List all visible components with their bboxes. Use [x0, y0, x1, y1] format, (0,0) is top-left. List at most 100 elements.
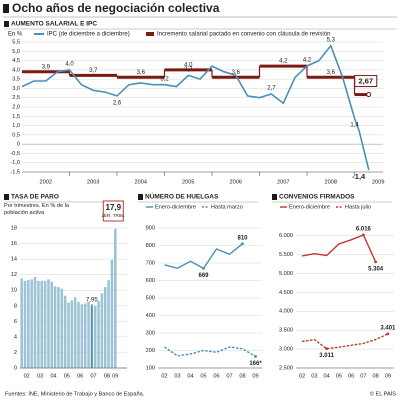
- x-tick-label: 04: [187, 373, 193, 379]
- bar: [93, 305, 97, 368]
- end-marker: [366, 92, 372, 98]
- credit: © EL PAÍS: [370, 390, 396, 397]
- bar: [97, 301, 100, 368]
- value-label: 810: [237, 235, 248, 241]
- value-label: 669: [198, 273, 209, 279]
- y-tick-label: 800: [146, 243, 155, 249]
- y-tick-label: 2: [14, 350, 17, 356]
- x-tick-label: 2007: [277, 179, 289, 185]
- y-tick-label: 2,5: [12, 95, 20, 101]
- value-label: 3,7: [184, 67, 193, 73]
- ipc-line: [21, 44, 370, 171]
- y-tick-label: 4.500: [279, 290, 293, 296]
- value-label: 6.016: [356, 227, 372, 233]
- x-tick-label: 07: [226, 373, 232, 379]
- x-tick-label: 05: [64, 373, 70, 379]
- bar: [33, 277, 37, 368]
- y-tick-label: 1,5: [12, 114, 20, 120]
- value-label: -1,4: [352, 172, 366, 181]
- y-tick-label: 0: [17, 142, 20, 148]
- y-tick-label: 16: [11, 241, 17, 247]
- x-tick-label: 04: [324, 373, 330, 379]
- x-tick-label: 2004: [135, 179, 147, 185]
- value-label: 3,2: [160, 76, 169, 82]
- y-tick-label: -1,0: [10, 160, 20, 166]
- x-tick-label: 2005: [182, 179, 194, 185]
- y-tick-label: 8: [14, 303, 17, 309]
- value-label: 3.011: [319, 353, 334, 359]
- y-tick-label: 3.500: [279, 328, 293, 334]
- x-tick-label: 08: [104, 373, 110, 379]
- bar: [53, 286, 57, 368]
- y-tick-label: 5.000: [279, 271, 293, 277]
- series-line: [301, 333, 389, 350]
- legend-label: IPC (de diciembre a diciembre): [47, 32, 130, 38]
- value-label: 4,0: [65, 61, 74, 67]
- x-tick-label: 09: [385, 373, 391, 379]
- value-label: 2,6: [113, 100, 122, 106]
- y-tick-label: 2,0: [12, 104, 20, 110]
- x-tick-label: 2006: [230, 179, 242, 185]
- x-tick-label: 03: [311, 373, 317, 379]
- y-tick-label: 0,5: [12, 132, 20, 138]
- bar: [77, 301, 80, 368]
- bar: [80, 304, 84, 368]
- value-label: 3,6: [232, 70, 241, 76]
- value-label: 2,67: [358, 77, 373, 86]
- value-label: 3,7: [89, 68, 98, 74]
- value-label: 5,3: [327, 37, 336, 43]
- y-tick-label: 4: [14, 334, 17, 340]
- title-icon: [3, 4, 9, 13]
- value-label: 5.304: [368, 266, 384, 272]
- legend-label: Incremento salarial pactado en convenio …: [157, 32, 330, 38]
- y-tick-label: 3,5: [12, 77, 20, 83]
- x-tick-label: 07: [90, 373, 96, 379]
- x-tick-label: 06: [348, 373, 354, 379]
- bar: [83, 303, 87, 368]
- y-tick-label: 5,0: [12, 49, 20, 55]
- legend-label: Enero-diciembre: [289, 204, 330, 210]
- bar: [60, 288, 64, 368]
- value-label: 3,6: [137, 70, 146, 76]
- bar: [50, 281, 54, 368]
- point-marker: [241, 242, 244, 246]
- value-label: 3,9: [42, 64, 51, 70]
- bar: [73, 297, 77, 368]
- panel-title: CONVENIOS FIRMADOS: [279, 194, 355, 201]
- label-box: [102, 200, 124, 222]
- x-tick-label: 2009: [372, 179, 384, 185]
- y-tick-label: 3.000: [279, 347, 293, 353]
- y-tick-label: 6.000: [279, 233, 293, 239]
- bar: [20, 278, 23, 368]
- bar: [110, 259, 114, 368]
- point-marker: [386, 332, 390, 336]
- subtitle-box: Por trimestres. En % de la población act…: [4, 203, 69, 216]
- x-tick-label: 2003: [87, 179, 99, 185]
- bar: [107, 280, 110, 368]
- panel-title: NÚMERO DE HUELGAS: [145, 192, 219, 201]
- bar: [30, 279, 33, 368]
- value-label: 166*: [249, 361, 262, 367]
- x-tick-label: 06: [77, 373, 83, 379]
- y-tick-label: -0,5: [10, 151, 20, 157]
- x-tick-label: 04: [50, 373, 56, 379]
- bar: [43, 280, 47, 368]
- y-tick-label: 4,5: [12, 58, 20, 64]
- annotation: 1ER. TRIM.: [101, 213, 125, 218]
- point-marker: [374, 260, 378, 264]
- x-tick-label: 08: [373, 373, 379, 379]
- subtitle: Por trimestres. En % de la población act…: [4, 203, 69, 216]
- x-tick-label: 06: [213, 373, 219, 379]
- label-box: [354, 75, 378, 88]
- bar: [103, 287, 107, 368]
- y-tick-label: -1,5: [10, 169, 20, 175]
- bar: [70, 300, 74, 368]
- bar: [100, 293, 104, 368]
- legend-swatch: [146, 32, 154, 36]
- y-tick-label: 600: [146, 278, 155, 284]
- x-tick-label: 03: [174, 373, 180, 379]
- x-tick-label: 09: [252, 373, 258, 379]
- header-icon: [138, 194, 143, 200]
- value-label: 4,2: [303, 58, 312, 64]
